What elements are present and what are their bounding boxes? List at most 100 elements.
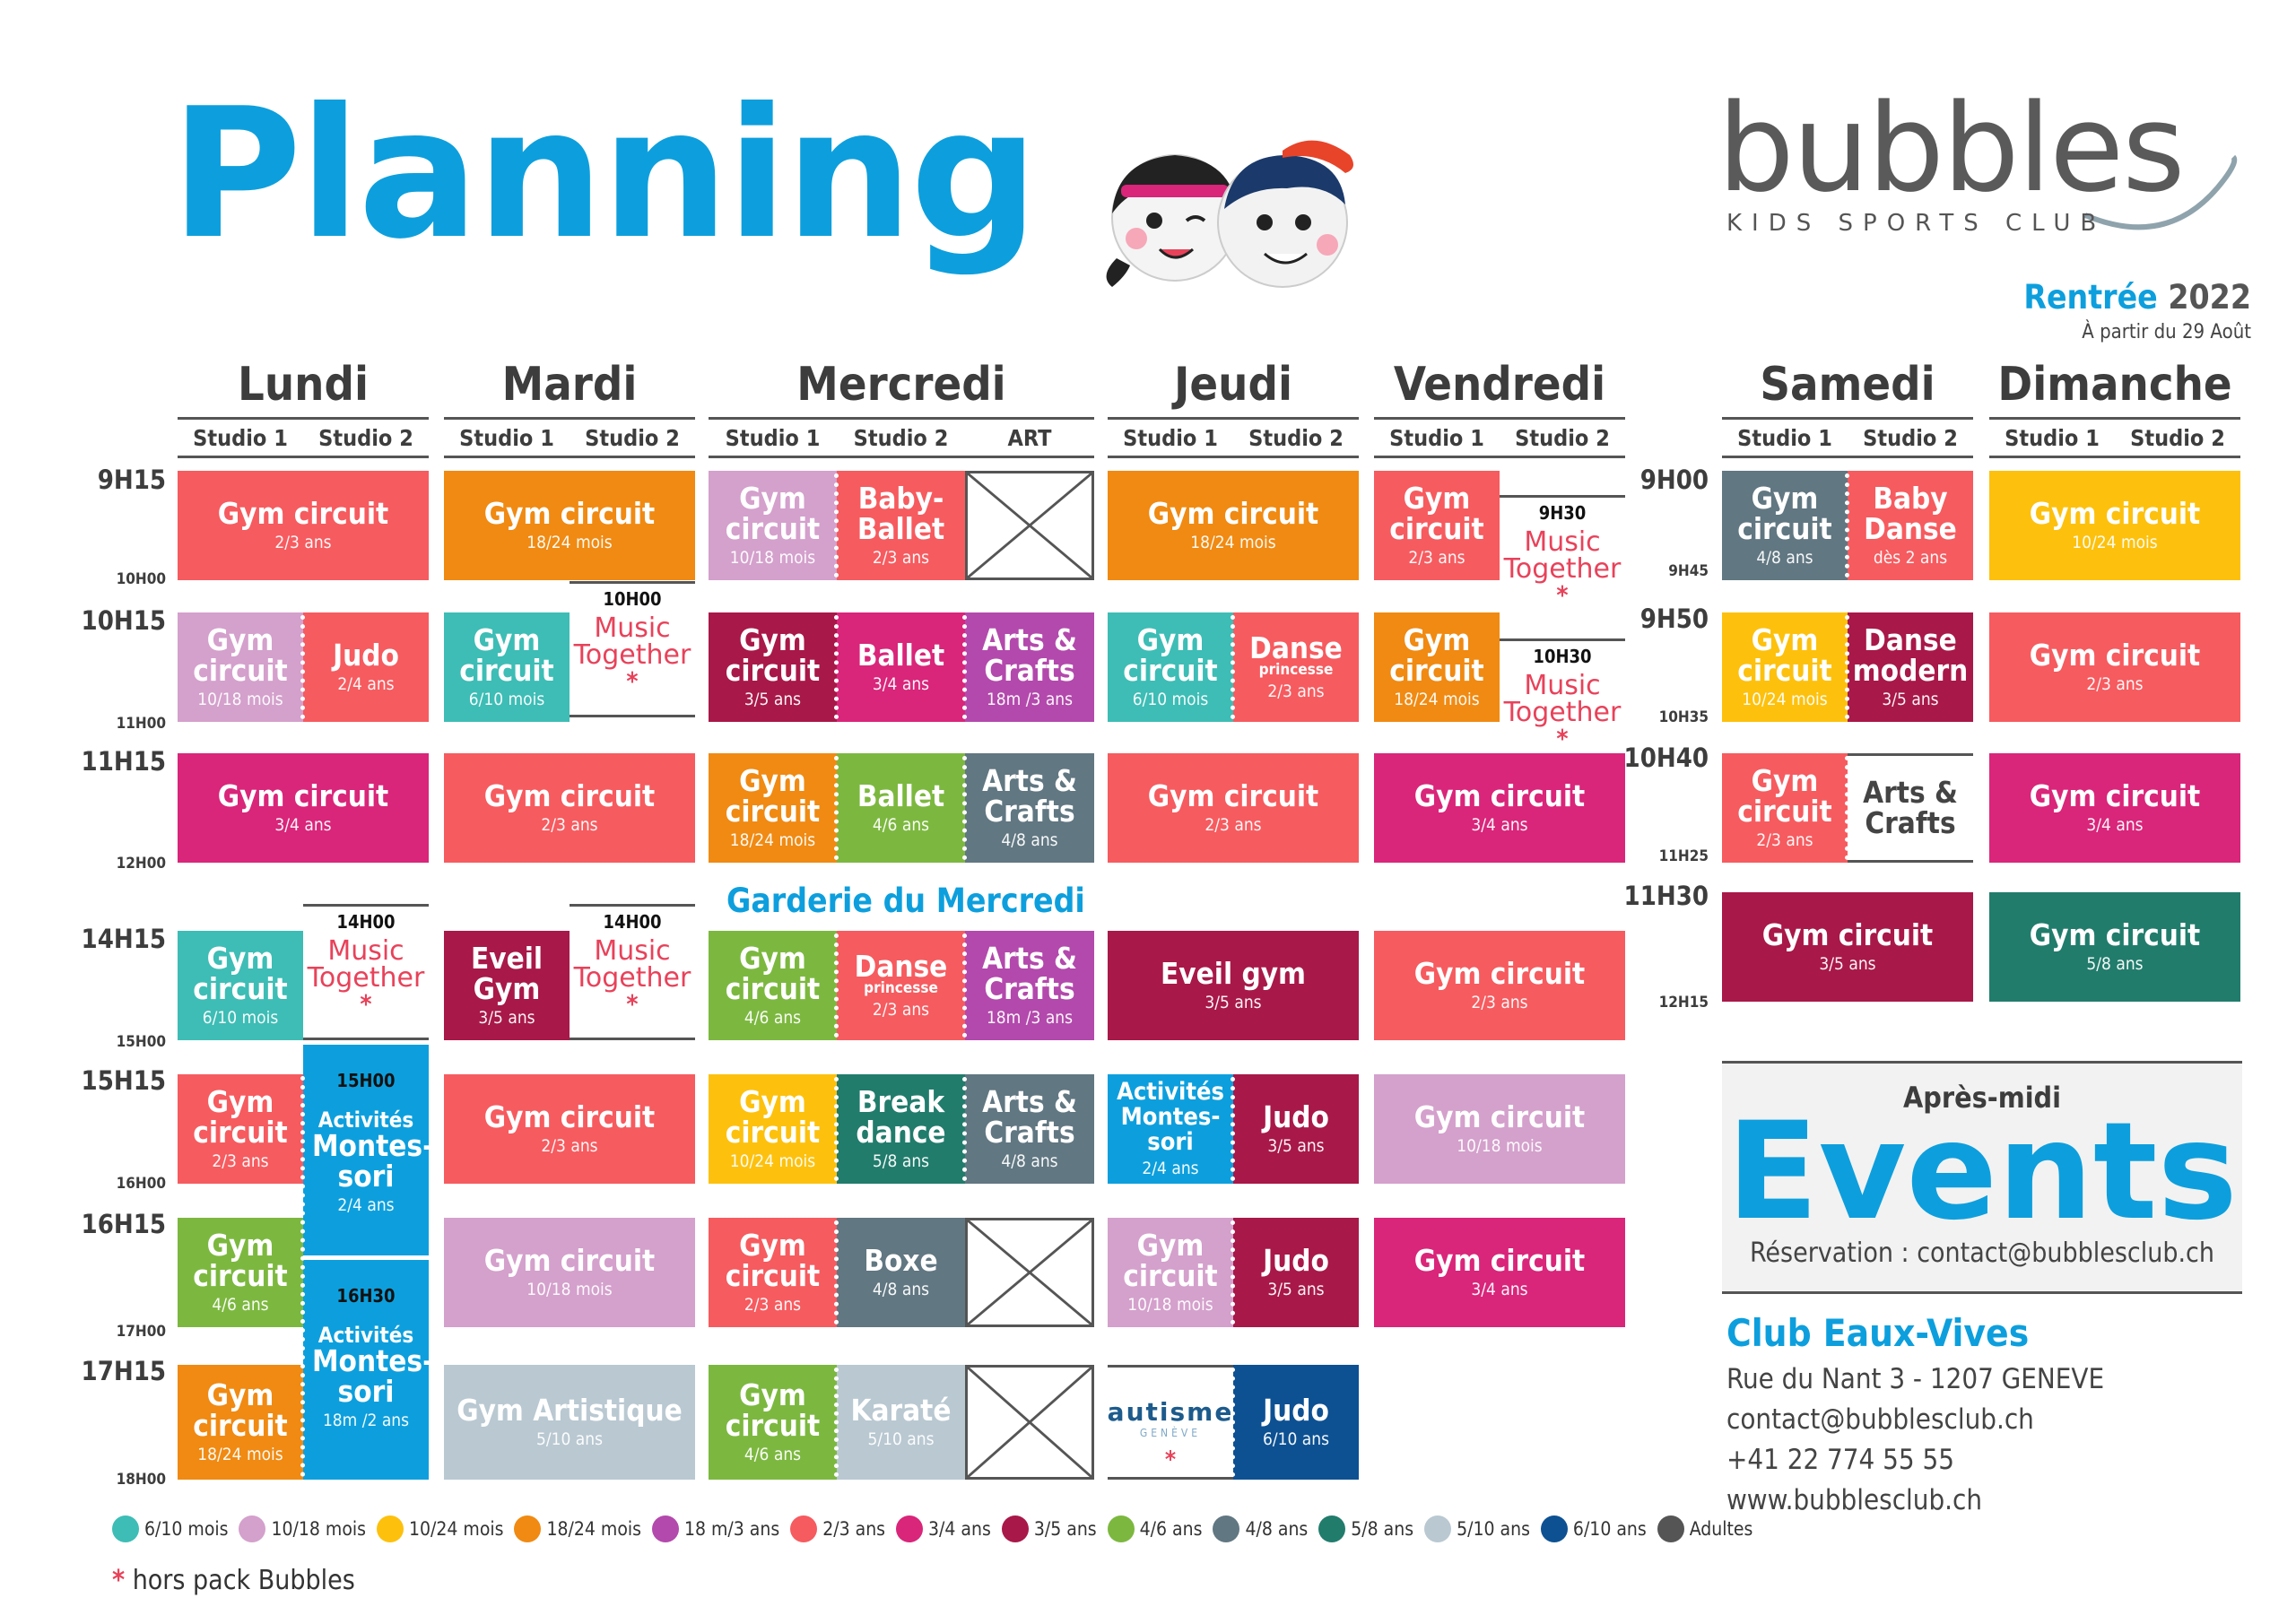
class-block[interactable]: Eveil gym 3/5 ans <box>1108 931 1359 1040</box>
events-title: Events <box>1726 1094 2238 1250</box>
class-age: 4/6 ans <box>212 1294 269 1315</box>
class-block[interactable]: Gym circuit 2/3 ans <box>178 471 429 580</box>
music-together-card[interactable]: 10H30 Music Together * <box>1500 638 1625 755</box>
class-block[interactable]: Boxe 4/8 ans <box>837 1218 965 1327</box>
class-block[interactable]: Ballet 4/6 ans <box>837 753 965 863</box>
class-block[interactable]: Gym circuit 10/18 mois <box>1374 1074 1625 1184</box>
class-name: Judo <box>1263 1099 1329 1134</box>
class-age: 6/10 mois <box>468 689 545 709</box>
music-together-card[interactable]: 9H30 Music Together * <box>1500 495 1625 612</box>
class-block[interactable]: Gym circuit 3/4 ans <box>178 753 429 863</box>
music-time: 10H00 <box>603 588 662 610</box>
divider <box>1722 456 1973 458</box>
class-name: Gym circuit <box>2029 917 2201 952</box>
class-block[interactable]: Judo 3/5 ans <box>1233 1218 1359 1327</box>
class-block[interactable]: Gym circuit 3/4 ans <box>1989 753 2240 863</box>
legend-label: 18/24 mois <box>546 1518 641 1540</box>
class-block[interactable]: Gym circuit 10/18 mois <box>444 1218 695 1327</box>
class-block[interactable]: Arts & Crafts 4/8 ans <box>965 753 1094 863</box>
class-block[interactable]: Judo 2/4 ans <box>303 612 429 722</box>
class-block[interactable]: Gym Artistique 5/10 ans <box>444 1365 695 1480</box>
class-age: dès 2 ans <box>1873 547 1948 568</box>
class-block[interactable]: Gym circuit 3/5 ans <box>1722 892 1973 1002</box>
class-name: Gym circuit <box>459 622 554 688</box>
montessori-block[interactable]: 15H00 Activités Montes-sori 2/4 ans <box>303 1045 429 1255</box>
music-time: 14H00 <box>603 911 662 933</box>
class-name: Gym circuit <box>1737 763 1832 829</box>
time-end: 11H25 <box>1658 847 1709 865</box>
music-together-card[interactable]: 14H00 Music Together * <box>570 904 695 1040</box>
autisme-geneve-card[interactable]: autisme GENÈVE * <box>1108 1365 1233 1480</box>
class-block[interactable]: Gym circuit 18/24 mois <box>444 471 695 580</box>
class-block[interactable]: Gym circuit 6/10 mois <box>444 612 570 722</box>
class-block[interactable]: Gym circuit 2/3 ans <box>178 1074 303 1184</box>
class-block[interactable]: Eveil Gym 3/5 ans <box>444 931 570 1040</box>
class-name: Activités Montes-sori <box>1117 1078 1224 1156</box>
class-block[interactable]: Gym circuit 2/3 ans <box>1989 612 2240 722</box>
class-block[interactable]: Arts & Crafts 18m /3 ans <box>965 612 1094 722</box>
class-block[interactable]: Baby Danse dès 2 ans <box>1848 471 1973 580</box>
class-block[interactable]: Gym circuit 10/24 mois <box>709 1074 837 1184</box>
class-block[interactable]: Gym circuit 4/6 ans <box>709 1365 837 1480</box>
class-block[interactable]: Gym circuit 10/18 mois <box>178 612 303 722</box>
class-block[interactable]: Judo 3/5 ans <box>1233 1074 1359 1184</box>
class-block[interactable]: Judo 6/10 ans <box>1233 1365 1359 1480</box>
class-block[interactable]: Arts & Crafts <box>1848 753 1973 863</box>
class-block[interactable]: Arts & Crafts 18m /3 ans <box>965 931 1094 1040</box>
legend-dot-icon <box>1657 1515 1684 1542</box>
class-block[interactable]: Gym circuit 18/24 mois <box>178 1365 303 1480</box>
class-block[interactable]: Gym circuit 6/10 mois <box>178 931 303 1040</box>
class-age: 3/4 ans <box>2086 814 2144 835</box>
class-block[interactable]: Gym circuit 2/3 ans <box>444 753 695 863</box>
class-subtitle: princesse <box>864 979 938 998</box>
perforation <box>300 1076 305 1477</box>
class-block[interactable]: Gym circuit 2/3 ans <box>1108 753 1359 863</box>
events-reservation[interactable]: Réservation : contact@bubblesclub.ch <box>1750 1238 2214 1269</box>
class-name: Gym circuit <box>1413 1243 1586 1278</box>
class-name: Eveil gym <box>1161 956 1306 991</box>
class-block[interactable]: Danse modern 3/5 ans <box>1848 612 1973 722</box>
class-block[interactable]: Gym circuit 3/4 ans <box>1374 753 1625 863</box>
class-block[interactable]: Gym circuit 5/8 ans <box>1989 892 2240 1002</box>
class-block[interactable]: Gym circuit 4/6 ans <box>178 1218 303 1327</box>
class-block[interactable]: Gym circuit 10/24 mois <box>1989 471 2240 580</box>
class-block[interactable]: Karaté 5/10 ans <box>837 1365 965 1480</box>
class-block[interactable]: Baby-Ballet 2/3 ans <box>837 471 965 580</box>
class-block[interactable]: Gym circuit 2/3 ans <box>444 1074 695 1184</box>
class-age: 3/5 ans <box>744 689 802 709</box>
class-block[interactable]: Activités Montes-sori 2/4 ans <box>1108 1074 1233 1184</box>
montessori-block[interactable]: 16H30 Activités Montes-sori 18m /2 ans <box>303 1260 429 1480</box>
brand-swoosh-icon <box>2083 154 2238 230</box>
class-block[interactable]: Gym circuit 2/3 ans <box>1374 471 1500 580</box>
class-block[interactable]: Danse princesse 2/3 ans <box>837 931 965 1040</box>
class-block[interactable]: Break dance 5/8 ans <box>837 1074 965 1184</box>
class-block[interactable]: Gym circuit 10/18 mois <box>709 471 837 580</box>
class-block[interactable]: Gym circuit 18/24 mois <box>1108 471 1359 580</box>
time-end: 10H35 <box>1658 708 1709 726</box>
class-block[interactable]: Gym circuit 3/5 ans <box>709 612 837 722</box>
legend-label: 2/3 ans <box>822 1518 886 1540</box>
class-block[interactable]: Gym circuit 2/3 ans <box>1722 753 1848 863</box>
class-block[interactable]: Gym circuit 18/24 mois <box>1374 612 1500 722</box>
class-block[interactable]: Gym circuit 10/24 mois <box>1722 612 1848 722</box>
time-start: 10H40 <box>1623 743 1709 773</box>
class-block[interactable]: Gym circuit 18/24 mois <box>709 753 837 863</box>
class-block[interactable]: Ballet 3/4 ans <box>837 612 965 722</box>
club-email[interactable]: contact@bubblesclub.ch <box>1726 1403 2034 1436</box>
club-phone[interactable]: +41 22 774 55 55 <box>1726 1444 1954 1476</box>
class-block[interactable]: Gym circuit 6/10 mois <box>1108 612 1233 722</box>
class-name: Gym circuit <box>217 778 389 813</box>
class-block[interactable]: Gym circuit 10/18 mois <box>1108 1218 1233 1327</box>
class-block[interactable]: Gym circuit 4/8 ans <box>1722 471 1848 580</box>
day-dimanche: Dimanche <box>1997 358 2232 412</box>
class-block[interactable]: Gym circuit 3/4 ans <box>1374 1218 1625 1327</box>
class-block[interactable]: Arts & Crafts 4/8 ans <box>965 1074 1094 1184</box>
class-block[interactable]: Gym circuit 4/6 ans <box>709 931 837 1040</box>
club-website[interactable]: www.bubblesclub.ch <box>1726 1484 1983 1516</box>
class-block[interactable]: Danse princesse 2/3 ans <box>1233 612 1359 722</box>
class-block[interactable]: Gym circuit 2/3 ans <box>709 1218 837 1327</box>
class-block[interactable]: Gym circuit 2/3 ans <box>1374 931 1625 1040</box>
music-together-card[interactable]: 10H00 Music Together * <box>570 581 695 717</box>
music-together-card[interactable]: 14H00 Music Together * <box>303 904 429 1040</box>
class-name: Gym circuit <box>1147 778 1319 813</box>
